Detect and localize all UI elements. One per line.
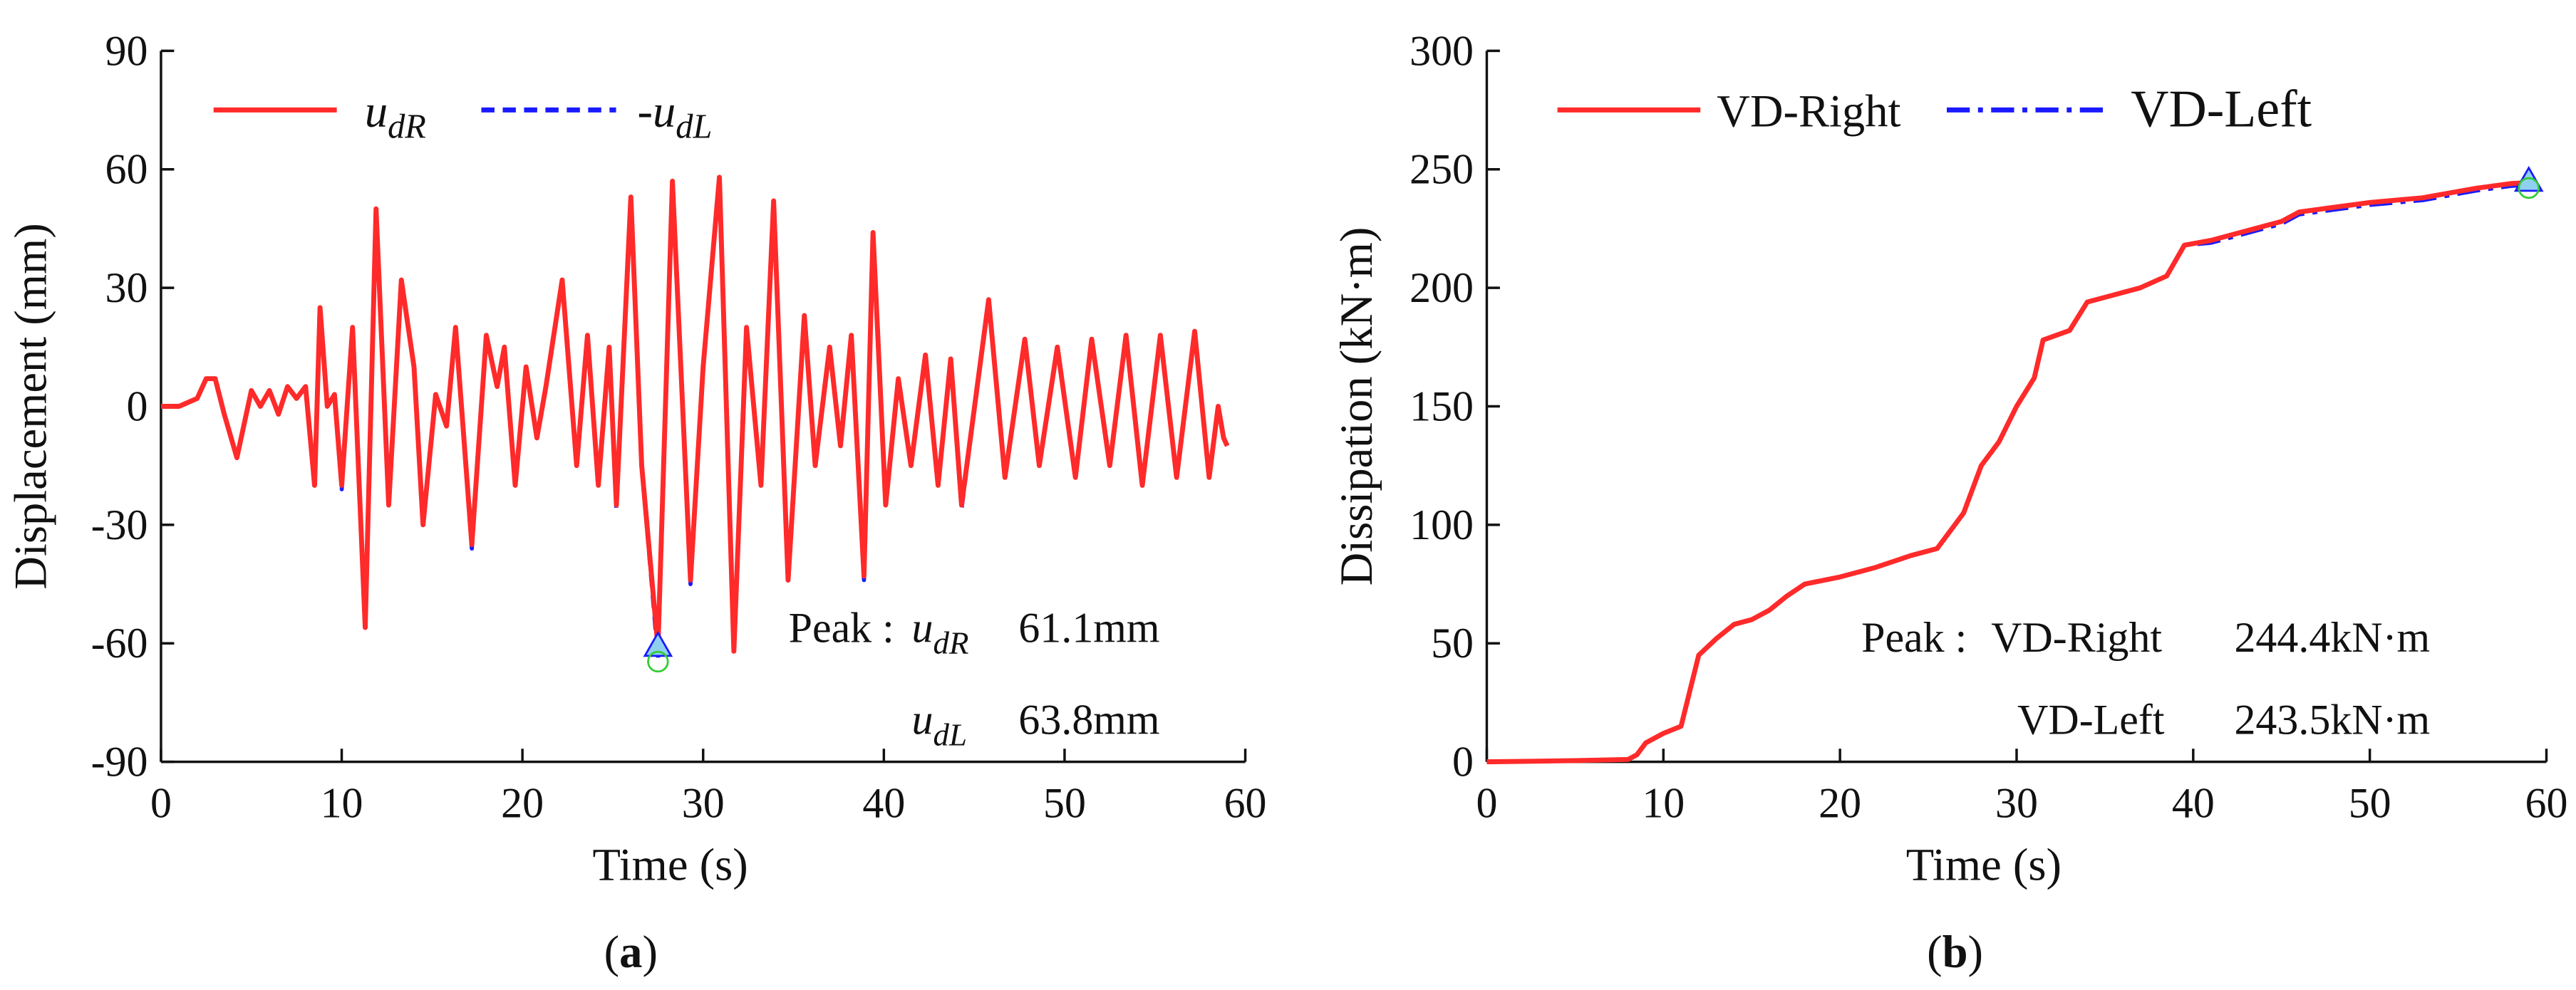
- x-tick-label: 10: [1642, 779, 1685, 826]
- y-tick-label: 90: [105, 27, 148, 74]
- y-axis-label: Displacement (mm): [5, 223, 57, 589]
- series-line: [1486, 179, 2529, 765]
- y-tick-label: 250: [1409, 146, 1474, 193]
- x-tick-label: 0: [150, 779, 172, 826]
- peak-marker: [2513, 165, 2544, 192]
- x-tick-label: 60: [2525, 779, 2568, 826]
- legend-label: VD-Right: [1717, 85, 1900, 136]
- peak-label: Peak :: [789, 604, 894, 651]
- peak-marker: [2518, 177, 2540, 199]
- x-tick-label: 40: [2172, 779, 2215, 826]
- peak-value: 243.5kN·m: [2234, 696, 2430, 743]
- y-tick-label: 150: [1409, 383, 1474, 430]
- peak-label: Peak :: [1861, 614, 1967, 661]
- legend-label: VD-Left: [2131, 79, 2312, 137]
- y-tick-label: -90: [91, 739, 148, 786]
- caption: (b): [1927, 926, 1983, 978]
- series-line: [1486, 182, 2529, 764]
- x-tick-label: 50: [2349, 779, 2391, 826]
- peak-name: VD-Right: [1991, 614, 2162, 661]
- y-axis-label: Dissipation (kN·m): [1330, 227, 1382, 586]
- x-tick-label: 30: [1995, 779, 2038, 826]
- y-tick-label: 60: [105, 146, 148, 193]
- peak-value: 244.4kN·m: [2234, 614, 2430, 661]
- legend-label: -udL: [638, 85, 713, 145]
- x-tick-label: 30: [682, 779, 725, 826]
- peak-value: 61.1mm: [1018, 604, 1159, 651]
- y-tick-label: 0: [1452, 739, 1474, 786]
- x-tick-label: 10: [321, 779, 363, 826]
- y-tick-label: -30: [91, 501, 148, 548]
- x-tick-label: 0: [1476, 779, 1497, 826]
- y-tick-label: 200: [1409, 264, 1474, 311]
- peak-name: udR: [912, 604, 969, 660]
- x-axis-label: Time (s): [593, 839, 748, 891]
- y-tick-label: 0: [127, 383, 148, 430]
- peak-marker: [647, 650, 669, 673]
- x-axis-label: Time (s): [1906, 839, 2062, 891]
- x-tick-label: 20: [1819, 779, 1861, 826]
- x-tick-label: 20: [501, 779, 544, 826]
- y-tick-label: 30: [105, 264, 148, 311]
- peak-value: 63.8mm: [1018, 696, 1159, 743]
- x-tick-label: 60: [1224, 779, 1267, 826]
- caption: (a): [604, 926, 658, 978]
- peak-name: VD-Left: [2017, 696, 2165, 743]
- y-tick-label: -60: [91, 620, 148, 667]
- y-tick-label: 50: [1431, 620, 1474, 667]
- series-line: [160, 174, 1230, 654]
- peak-marker: [643, 630, 673, 657]
- legend-label: udR: [365, 85, 426, 145]
- peak-name: udL: [912, 696, 967, 752]
- y-tick-label: 100: [1409, 501, 1474, 548]
- x-tick-label: 50: [1043, 779, 1086, 826]
- x-tick-label: 40: [862, 779, 905, 826]
- y-tick-label: 300: [1409, 27, 1474, 74]
